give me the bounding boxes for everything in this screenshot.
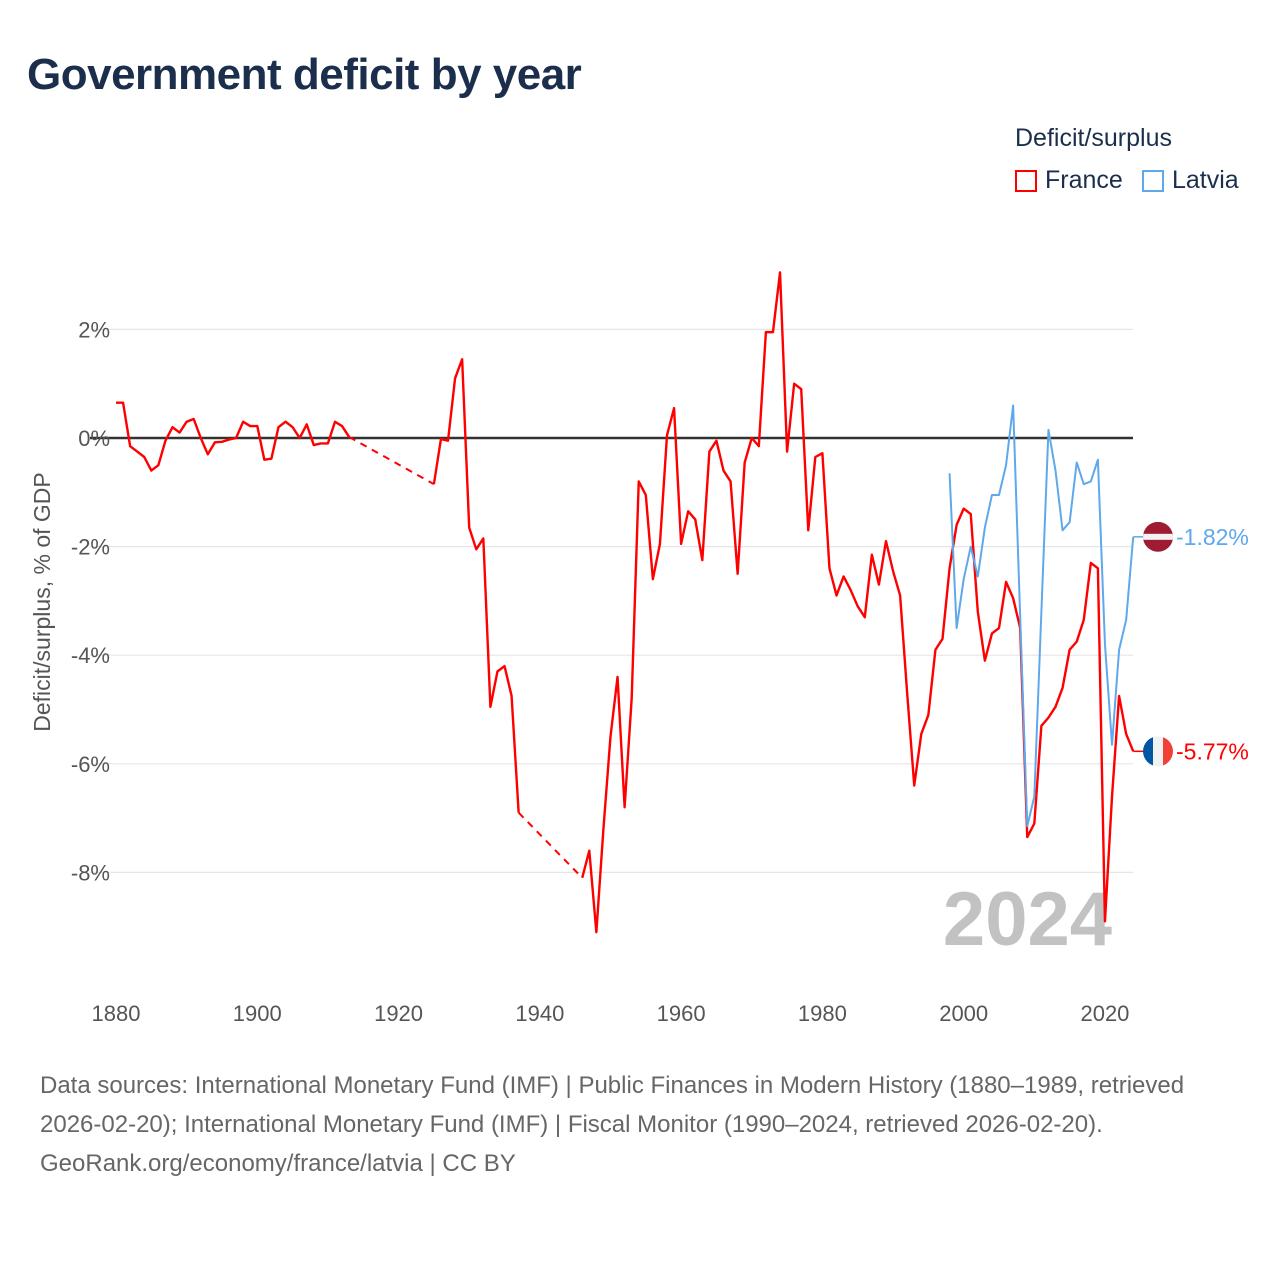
y-tick-label: 0% bbox=[78, 426, 110, 451]
chart-title: Government deficit by year bbox=[27, 50, 582, 99]
x-tick-label: 1900 bbox=[233, 1001, 282, 1026]
year-watermark: 2024 bbox=[943, 877, 1112, 962]
x-tick-label: 1960 bbox=[657, 1001, 706, 1026]
end-label-france: -5.77% bbox=[1176, 738, 1249, 764]
data-sources: Data sources: International Monetary Fun… bbox=[40, 1072, 1185, 1138]
france-flag-icon bbox=[1143, 736, 1173, 767]
legend-swatch-latvia bbox=[1142, 169, 1164, 192]
series-line-france bbox=[116, 271, 1135, 934]
y-tick-label: -4% bbox=[71, 643, 110, 668]
series-gap-france bbox=[517, 811, 583, 879]
y-tick-label: -2% bbox=[71, 535, 110, 560]
x-tick-label: 1920 bbox=[374, 1001, 423, 1026]
x-tick-label: 1980 bbox=[798, 1001, 847, 1026]
x-tick-label: 1880 bbox=[92, 1001, 141, 1026]
y-tick-label: -6% bbox=[71, 752, 110, 777]
series-gap-france bbox=[348, 436, 435, 486]
legend-label-latvia: Latvia bbox=[1172, 166, 1239, 194]
series-line-latvia bbox=[948, 404, 1135, 828]
legend-label-france: France bbox=[1045, 166, 1123, 194]
x-tick-label: 2000 bbox=[939, 1001, 988, 1026]
y-tick-label: 2% bbox=[78, 317, 110, 342]
x-tick-label: 2020 bbox=[1080, 1001, 1129, 1026]
legend-item-france[interactable]: France bbox=[1015, 166, 1123, 195]
y-axis-label: Deficit/surplus, % of GDP bbox=[29, 472, 55, 731]
x-tick-label: 1940 bbox=[515, 1001, 564, 1026]
footer: Data sources: International Monetary Fun… bbox=[40, 1066, 1240, 1183]
y-tick-label: -8% bbox=[71, 860, 110, 885]
credit-link[interactable]: GeoRank.org/economy/france/latvia | CC B… bbox=[40, 1150, 516, 1177]
legend-title: Deficit/surplus bbox=[1015, 124, 1172, 152]
latvia-flag-icon bbox=[1143, 521, 1173, 552]
legend-swatch-france bbox=[1015, 169, 1037, 192]
legend-item-latvia[interactable]: Latvia bbox=[1142, 166, 1239, 195]
end-label-latvia: -1.82% bbox=[1176, 524, 1249, 550]
chart-plot: 2024 2% 0% -2% -4% -6% -8% 1880 1900 1920 1940 1960… bbox=[29, 271, 1249, 1026]
